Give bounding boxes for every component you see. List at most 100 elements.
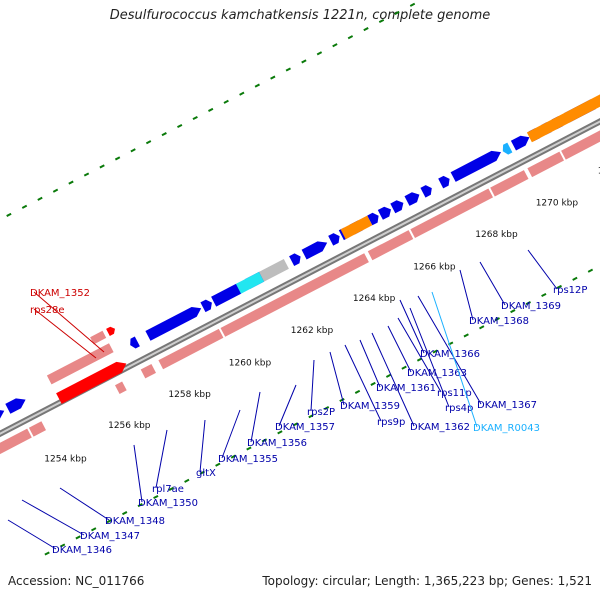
tick-dot — [161, 132, 167, 137]
gene-label: rpl7ae — [152, 484, 184, 495]
tick-dot — [44, 551, 50, 556]
label-leader — [527, 249, 558, 290]
label-leader — [7, 519, 57, 550]
tick-dot — [270, 75, 276, 80]
tick-dot — [510, 309, 516, 314]
label-leader — [399, 299, 425, 354]
tick-dot — [572, 276, 578, 281]
tick-dot — [354, 389, 361, 394]
tick-dot — [525, 301, 531, 306]
label-leader — [459, 269, 474, 321]
tick-dot — [6, 212, 12, 217]
tick-dot — [308, 414, 314, 419]
gene-feature — [490, 170, 529, 197]
gene-label: DKAM_1366 — [420, 349, 480, 360]
tick-dot — [184, 478, 190, 483]
gene-feature — [90, 330, 107, 345]
tick-dot — [37, 196, 43, 201]
cds-feature — [200, 299, 212, 313]
label-leader — [359, 339, 381, 388]
gene-label: DKAM_1346 — [52, 545, 112, 556]
rna-feature — [502, 142, 513, 155]
label-leader — [479, 261, 506, 306]
tick-dot — [223, 99, 229, 104]
tick-dot — [363, 27, 369, 32]
tick-dot — [99, 164, 105, 169]
tick-dot — [91, 527, 97, 532]
tick-label: 1272 kbp — [598, 166, 600, 176]
gene-label: DKAM_1368 — [469, 316, 529, 327]
tick-dot — [230, 454, 237, 459]
summary-text: Topology: circular; Length: 1,365,223 bp… — [262, 574, 592, 588]
gene-feature — [410, 188, 493, 238]
gene-feature — [561, 130, 600, 160]
label-leader — [344, 344, 382, 422]
label-leader — [397, 317, 442, 393]
gene-feature — [367, 230, 414, 261]
tick-label: 1258 kbp — [168, 390, 211, 400]
gene-label: DKAM_1352 — [30, 288, 90, 299]
tick-dot — [153, 494, 159, 500]
tick-dot — [246, 446, 252, 451]
tick-dot — [556, 284, 562, 289]
tick-dot — [409, 2, 416, 7]
gene-label: rps2P — [307, 407, 335, 418]
tick-dot — [316, 51, 323, 56]
tick-dot — [323, 406, 330, 411]
tick-dot — [168, 486, 174, 491]
gene-label: DKAM_1361 — [376, 383, 436, 394]
label-leader — [329, 351, 345, 406]
gene-feature — [46, 343, 114, 385]
tick-dot — [385, 373, 392, 378]
tick-label: 1262 kbp — [291, 326, 334, 336]
gene-feature — [527, 151, 564, 178]
gene-label: rps28e — [30, 305, 65, 316]
label-leader — [133, 444, 143, 503]
tick-dot — [215, 462, 221, 467]
tick-dot — [130, 148, 136, 153]
cds-feature — [0, 410, 5, 419]
gene-label: DKAM_1363 — [407, 368, 467, 379]
outer-dot-ring — [6, 2, 416, 217]
tick-dot — [292, 422, 299, 427]
tick-dot — [494, 317, 500, 322]
tick-dot — [370, 381, 376, 386]
tick-dot — [145, 140, 152, 145]
label-leader — [417, 295, 482, 405]
tick-dot — [285, 67, 291, 72]
label-leader — [33, 308, 97, 359]
label-leader — [409, 307, 450, 408]
label-leader — [310, 359, 315, 412]
gene-label: rps9p — [377, 417, 405, 428]
cds-feature — [420, 185, 432, 198]
cds-feature — [377, 206, 391, 220]
gene-label: DKAM_1356 — [247, 438, 307, 449]
cds-feature — [289, 253, 301, 266]
gene-label: rps4p — [445, 403, 473, 414]
gene-feature — [140, 364, 156, 379]
tick-dot — [122, 511, 128, 516]
cds-feature — [367, 212, 379, 226]
label-leader — [199, 419, 206, 473]
label-leader — [371, 332, 415, 427]
gene-label: rps11p — [437, 388, 472, 399]
tick-dot — [541, 292, 547, 298]
tick-dot — [254, 83, 260, 88]
inner-dot-ring — [44, 268, 594, 556]
tick-dot — [463, 333, 469, 338]
tick-dot — [192, 115, 198, 121]
gene-label: DKAM_1362 — [410, 422, 470, 433]
tick-dot — [199, 470, 205, 475]
tick-dot — [479, 325, 485, 330]
map-title: Desulfurococcus kamchatkensis 1221n, com… — [109, 8, 491, 23]
tick-label: 1266 kbp — [413, 262, 456, 272]
tick-dot — [401, 365, 407, 370]
tick-dot — [394, 10, 400, 15]
tick-dot — [347, 35, 354, 40]
tick-dot — [21, 204, 28, 209]
gene-label: DKAM_1367 — [477, 400, 537, 411]
gene-label: DKAM_R0043 — [473, 423, 540, 434]
gene-feature — [158, 328, 224, 370]
cds-feature — [510, 135, 530, 151]
